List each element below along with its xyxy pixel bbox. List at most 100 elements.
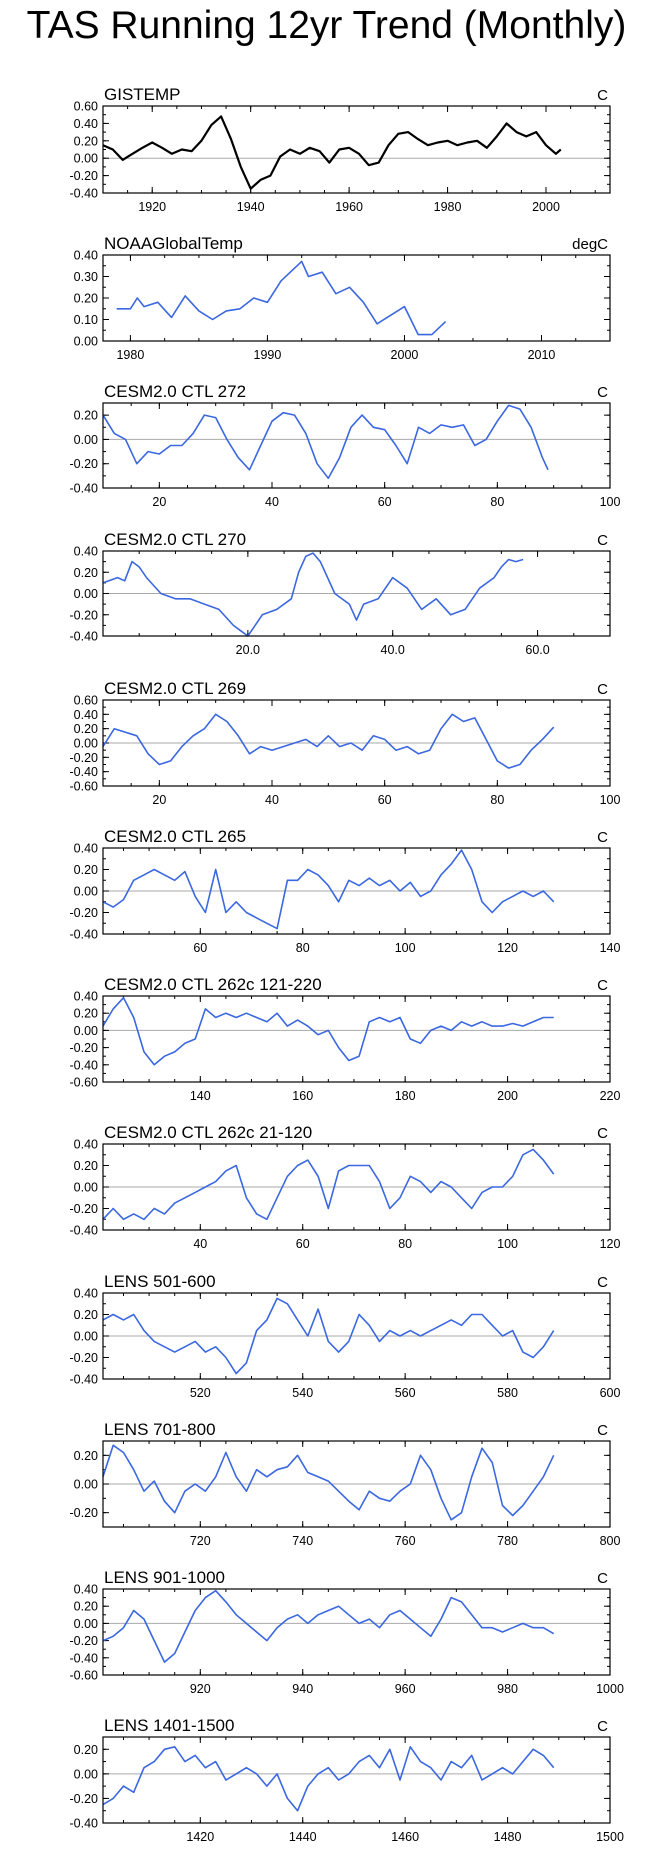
figure-title: TAS Running 12yr Trend (Monthly) xyxy=(26,4,627,47)
y-tick-label: 0.20 xyxy=(74,722,98,736)
x-tick-label: 80 xyxy=(398,1237,412,1251)
chart-panel-12: LENS 1401-1500 C 0.20 0.00 -0.20 -0.40 1420 144… xyxy=(70,1716,624,1844)
x-tick-label: 80 xyxy=(490,793,504,807)
y-tick-label: -0.40 xyxy=(70,187,99,201)
plot-frame xyxy=(102,1736,611,1824)
unit-label: C xyxy=(597,1570,608,1587)
panel-title: LENS 501-600 xyxy=(104,1272,216,1291)
y-tick-label: 0.40 xyxy=(74,842,98,856)
plot-frame xyxy=(102,847,611,935)
y-tick-label: -0.40 xyxy=(70,482,99,496)
panel-title: LENS 1401-1500 xyxy=(104,1716,234,1735)
panel-title: CESM2.0 CTL 270 xyxy=(104,530,246,549)
x-tick-label: 1980 xyxy=(116,348,144,362)
y-tick-label: 0.40 xyxy=(74,1287,98,1301)
panel-title: NOAAGlobalTemp xyxy=(104,234,243,253)
y-tick-label: 0.40 xyxy=(74,249,98,263)
chart-panel-1: GISTEMP C 0.60 0.40 0.20 0.00 -0.20 -0.40 1920 19… xyxy=(70,85,611,214)
x-tick-label: 780 xyxy=(497,1534,518,1548)
y-tick-label: 0.20 xyxy=(74,409,98,423)
unit-label: C xyxy=(597,829,608,846)
y-tick-label: -0.40 xyxy=(70,928,99,942)
chart-panel-5: CESM2.0 CTL 269 C0.600.400.200.00-0.20-0.… xyxy=(70,679,621,807)
chart-panel-7: CESM2.0 CTL 262c 121-220 C 0.40 0.20 0.00 -0.… xyxy=(70,975,621,1103)
y-tick-label: 0.40 xyxy=(74,117,98,131)
x-tick-label: 60 xyxy=(378,793,392,807)
series-line xyxy=(102,1148,555,1221)
y-tick-label: 0.00 xyxy=(74,1330,98,1344)
panel-title: LENS 901-1000 xyxy=(104,1568,225,1587)
y-tick-label: 0.20 xyxy=(74,1600,98,1614)
y-tick-label: 0.40 xyxy=(74,990,98,1004)
y-tick-label: -0.40 xyxy=(70,1058,99,1072)
y-tick-label: -0.40 xyxy=(70,1651,99,1665)
series-line xyxy=(102,552,524,637)
x-tick-label: 2000 xyxy=(391,348,419,362)
y-tick-label: 0.20 xyxy=(74,863,98,877)
x-tick-label: 520 xyxy=(190,1386,211,1400)
x-tick-label: 140 xyxy=(600,941,621,955)
x-tick-label: 960 xyxy=(395,1682,416,1696)
unit-label: C xyxy=(597,1125,608,1142)
series-line xyxy=(102,1444,555,1521)
x-tick-label: 40 xyxy=(193,1237,207,1251)
y-tick-label: 0.00 xyxy=(74,152,98,166)
y-tick-label: 0.60 xyxy=(74,100,98,114)
unit-label: C xyxy=(597,1274,608,1291)
panel-title: GISTEMP xyxy=(104,85,181,104)
x-tick-label: 1920 xyxy=(138,200,166,214)
x-tick-label: 720 xyxy=(190,1534,211,1548)
y-tick-label: 0.00 xyxy=(74,1767,98,1781)
chart-panel-3: CESM2.0 CTL 272 C 0.20 0.00 -0.20 -0.40 20 40 60… xyxy=(70,382,621,509)
x-tick-label: 40 xyxy=(265,495,279,509)
y-tick-label: -0.20 xyxy=(70,1792,99,1806)
y-tick-label: -0.40 xyxy=(70,1817,99,1831)
y-tick-label: 0.20 xyxy=(74,1007,98,1021)
chart-panel-4: CESM2.0 CTL 270 C 0.40 0.20 0.00 -0.20 -0.40 20… xyxy=(70,530,611,657)
series-line xyxy=(102,1297,555,1375)
y-tick-label: 0.60 xyxy=(74,694,98,708)
x-tick-label: 20 xyxy=(152,793,166,807)
y-tick-label: -0.60 xyxy=(70,1669,99,1683)
y-tick-label: 0.00 xyxy=(74,1181,98,1195)
unit-label: C xyxy=(597,681,608,698)
x-tick-label: 60.0 xyxy=(525,643,549,657)
y-tick-label: -0.40 xyxy=(70,630,99,644)
y-tick-label: -0.20 xyxy=(70,906,99,920)
x-tick-label: 60 xyxy=(378,495,392,509)
plot-frame xyxy=(102,1588,611,1676)
x-tick-label: 20.0 xyxy=(236,643,260,657)
y-tick-label: -0.20 xyxy=(70,608,99,622)
y-tick-label: 0.00 xyxy=(74,335,98,349)
x-tick-label: 220 xyxy=(600,1089,621,1103)
x-tick-label: 1980 xyxy=(434,200,462,214)
y-tick-label: 0.00 xyxy=(74,1024,98,1038)
y-tick-label: 0.20 xyxy=(74,292,98,306)
x-tick-label: 1440 xyxy=(289,1830,317,1844)
y-tick-label: 0.20 xyxy=(74,1159,98,1173)
x-tick-label: 60 xyxy=(296,1237,310,1251)
y-tick-label: 0.00 xyxy=(74,1478,98,1492)
x-tick-label: 1960 xyxy=(335,200,363,214)
x-tick-label: 940 xyxy=(292,1682,313,1696)
y-tick-label: -0.40 xyxy=(70,1373,99,1387)
x-tick-label: 80 xyxy=(296,941,310,955)
x-tick-label: 1480 xyxy=(494,1830,522,1844)
panel-title: CESM2.0 CTL 262c 21-120 xyxy=(104,1123,312,1142)
y-tick-label: 0.20 xyxy=(74,1308,98,1322)
panel-title: CESM2.0 CTL 272 xyxy=(104,382,246,401)
series-line xyxy=(102,1746,555,1812)
series-line xyxy=(102,404,549,480)
plot-frame xyxy=(102,402,611,489)
y-tick-label: 0.40 xyxy=(74,1583,98,1597)
x-tick-label: 1990 xyxy=(254,348,282,362)
x-tick-label: 100 xyxy=(600,793,621,807)
x-tick-label: 100 xyxy=(395,941,416,955)
unit-label: C xyxy=(597,977,608,994)
panel-title: LENS 701-800 xyxy=(104,1420,216,1439)
unit-label: C xyxy=(597,1422,608,1439)
unit-label: C xyxy=(597,532,608,549)
y-tick-label: 0.40 xyxy=(74,708,98,722)
panel-title: CESM2.0 CTL 269 xyxy=(104,679,246,698)
